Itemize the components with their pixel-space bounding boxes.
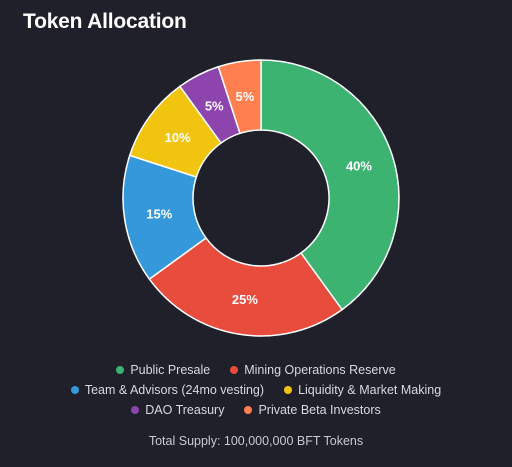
legend-swatch [70,386,79,394]
slice-mining-operations-reserve[interactable] [148,236,344,337]
slice-public-presale[interactable] [260,59,400,311]
legend-label: Liquidity & Market Making [298,383,442,397]
legend-label: Public Presale [130,363,211,377]
slice-value-label: 40% [346,159,372,174]
legend-swatch [284,386,293,394]
legend-swatch [131,406,140,414]
legend-label: Private Beta Investors [258,403,381,417]
legend-swatch [116,366,125,374]
slice-private-beta-investors[interactable] [217,59,262,135]
total-supply-note: Total Supply: 100,000,000 BFT Tokens [148,434,364,448]
chart-legend: Public Presale Mining Operations Reserve… [0,360,512,420]
legend-item-team-advisors[interactable]: Team & Advisors (24mo vesting) [70,383,265,397]
legend-item-mining-operations-reserve[interactable]: Mining Operations Reserve [230,363,396,377]
slice-value-label: 5% [205,99,224,114]
legend-label: Mining Operations Reserve [244,363,396,377]
slice-value-label: 25% [232,292,258,307]
legend-label: DAO Treasury [145,403,225,417]
legend-item-private-beta-investors[interactable]: Private Beta Investors [244,403,381,417]
slice-value-label: 15% [146,207,172,222]
legend-item-public-presale[interactable]: Public Presale [116,363,210,377]
chart-title: Token Allocation [23,10,187,33]
legend-row: Team & Advisors (24mo vesting) Liquidity… [0,380,512,400]
legend-label: Team & Advisors (24mo vesting) [84,383,265,397]
legend-item-dao-treasury[interactable]: DAO Treasury [131,403,224,417]
legend-row: Public Presale Mining Operations Reserve [0,360,512,380]
legend-row: DAO Treasury Private Beta Investors [0,400,512,420]
legend-swatch [230,366,239,374]
slice-value-label: 10% [165,130,191,145]
legend-swatch [244,406,253,414]
slice-value-label: 5% [235,89,254,104]
donut-chart: 40% 25% 15% 10% 5% 5% [122,59,400,337]
legend-item-liquidity-market-making[interactable]: Liquidity & Market Making [284,383,441,397]
